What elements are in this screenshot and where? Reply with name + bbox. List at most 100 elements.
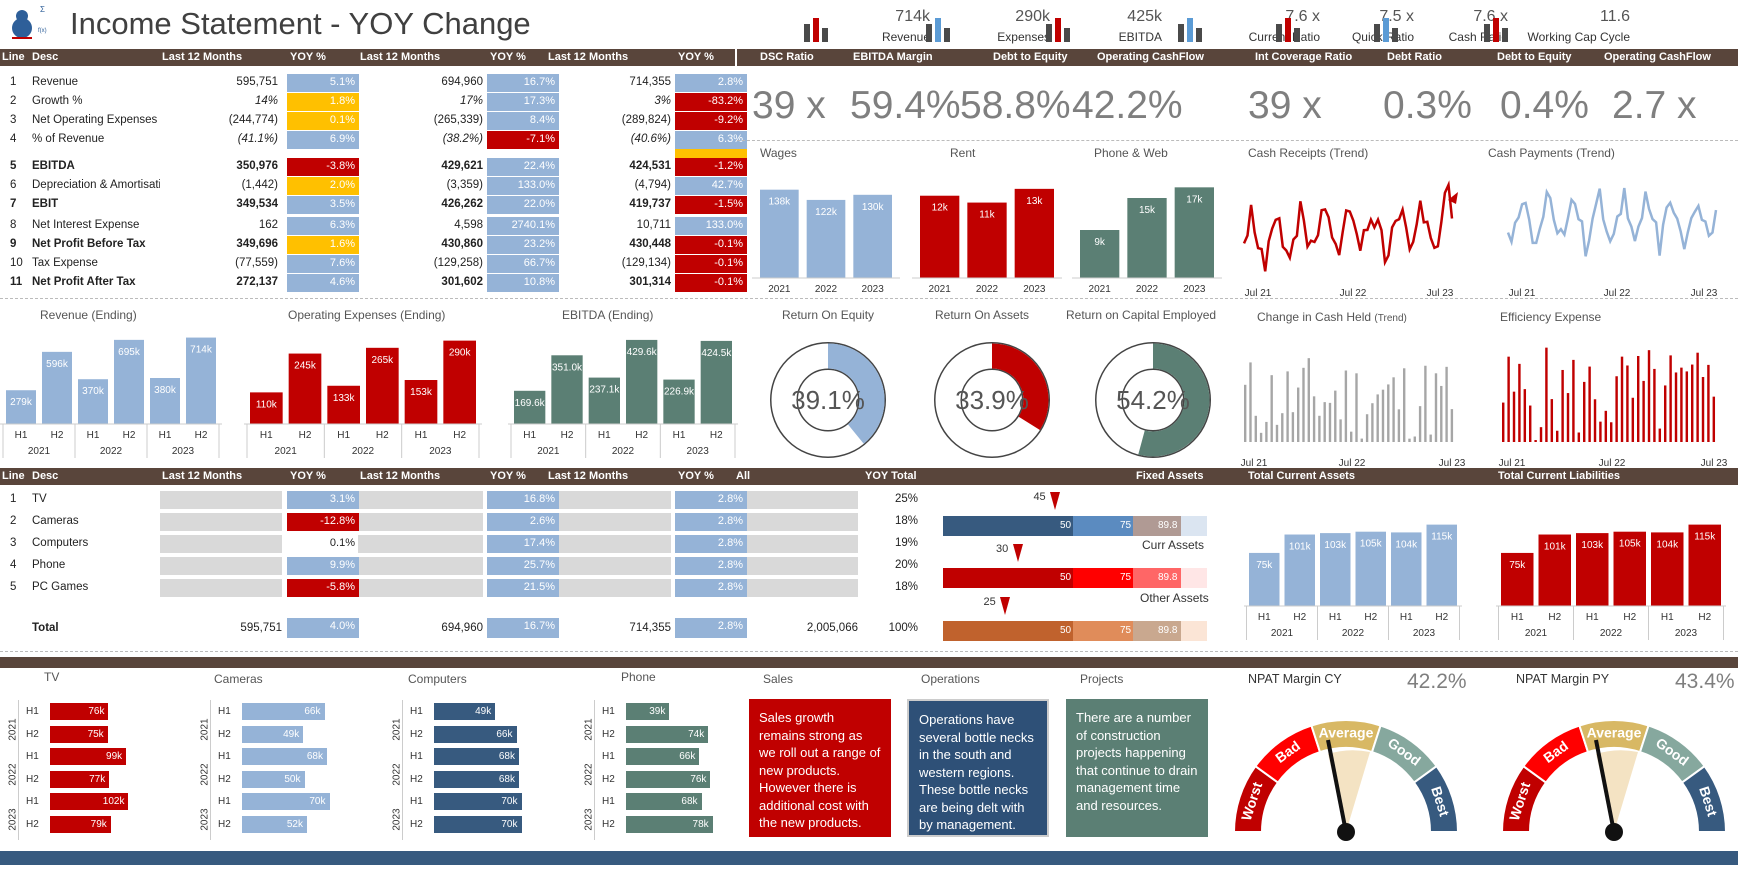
kpi-label: Current Ratio	[1248, 30, 1320, 44]
bullet-band	[1181, 621, 1207, 641]
hbar-title: Cameras	[214, 672, 263, 686]
row-value: 3%	[654, 95, 671, 107]
data-label: 237.1k	[589, 385, 620, 396]
spike-bar	[1307, 358, 1310, 442]
yoy-cell: 5.1%	[287, 74, 359, 92]
spike-bar	[1259, 432, 1263, 442]
yoy-cell: 42.7%	[675, 177, 747, 195]
bar-chart-13: 75k H1 101k H2 103k H1 105k H2 104k H1 115k H2 2021 2…	[1244, 524, 1462, 640]
donut-chart-9: 33.9%	[934, 342, 1050, 458]
row-value: (289,824)	[621, 114, 671, 126]
yoy-cell: 22.0%	[487, 196, 559, 214]
yoy-cell: 2.8%	[675, 513, 747, 531]
data-label: 77k	[89, 773, 106, 785]
kpi-label: Revenue	[881, 30, 930, 44]
hbar	[242, 793, 330, 811]
line-number: 1	[10, 493, 17, 505]
data-label: 110k	[256, 399, 278, 410]
spike-bar	[1413, 436, 1416, 442]
half-label: H1	[26, 796, 39, 808]
category-label: H2	[561, 430, 574, 441]
spike-bar	[1376, 394, 1379, 442]
bar	[853, 194, 892, 278]
group-label: 2022	[1342, 628, 1365, 639]
half-label: H2	[602, 728, 615, 740]
spike-bar	[1270, 375, 1273, 442]
spike-bar	[1685, 371, 1689, 442]
group-label: 2021	[275, 446, 298, 457]
spike-bar	[1556, 430, 1559, 442]
row-value: (38.2%)	[442, 133, 483, 145]
data-label: 66k	[496, 728, 513, 740]
bar-background	[548, 535, 671, 553]
hbar	[434, 725, 517, 743]
note-title: Projects	[1080, 672, 1124, 686]
data-label: 122k	[815, 207, 838, 218]
bar	[150, 378, 180, 424]
row-value: 595,751	[240, 622, 282, 634]
yoy-cell: -0.1%	[675, 236, 747, 254]
spike-chart-11: Jul 21 Jul 22 Jul 23	[1241, 358, 1466, 469]
hbar	[242, 816, 307, 833]
spike-bar	[1275, 424, 1279, 442]
bar	[1174, 187, 1214, 278]
row-value: (4,794)	[634, 179, 671, 191]
row-desc: Depreciation & Amortisation	[32, 179, 160, 191]
bullet-label: 89.8	[1158, 520, 1178, 531]
row-value: 714,355	[629, 622, 671, 634]
income-row: 5 EBITDA 350,976 429,621 424,531	[0, 158, 735, 176]
half-label: H1	[218, 706, 231, 717]
data-label: 70k	[501, 819, 518, 830]
data-label: 169.6k	[515, 398, 546, 409]
category-label: H1	[1258, 612, 1271, 623]
hbar	[434, 816, 522, 833]
category-label: H2	[453, 430, 466, 441]
kpi-label: Working Cap Cycle	[1527, 30, 1630, 44]
spike-bar	[1599, 421, 1602, 442]
yoy-cell: 1.8%	[287, 93, 359, 111]
line-number: 3	[10, 114, 17, 126]
scales-icon	[1172, 10, 1210, 46]
hbar-axis	[594, 700, 595, 840]
spike-bar	[1339, 419, 1342, 442]
bullet-label: 75	[1120, 625, 1132, 636]
spike-bar	[1566, 393, 1570, 442]
category-label: H1	[159, 430, 172, 441]
spike-bar	[1387, 384, 1390, 442]
data-label: 68k	[306, 751, 323, 763]
data-label: 115k	[1431, 532, 1453, 543]
yoy-cell: 6.3%	[287, 217, 359, 235]
hbar	[626, 703, 670, 720]
yoy-cell: 8.4%	[487, 112, 559, 130]
tick-label: Jul 21	[1499, 458, 1526, 469]
data-label: 101k	[1544, 542, 1567, 553]
bar	[42, 351, 72, 424]
kpi-label: Expenses	[997, 30, 1050, 44]
bar	[806, 199, 846, 278]
bullet-title: Other Assets	[1140, 591, 1209, 605]
row-value: 694,960	[441, 76, 483, 88]
bar-background	[160, 579, 282, 597]
bar-background	[160, 491, 282, 509]
bar-chart-5: 279kH1596kH2370kH1695kH2380kH1714kH22021…	[0, 337, 222, 458]
line-number: 8	[10, 219, 17, 231]
year-label: 2022	[7, 763, 19, 786]
row-value: 10,711	[636, 219, 671, 231]
bar	[443, 340, 476, 424]
spike-bar	[1707, 364, 1710, 442]
category-label: H1	[1400, 612, 1413, 623]
data-label: 105k	[1360, 539, 1383, 550]
group-label: 2023	[1413, 628, 1436, 639]
yoy-cell: 2.8%	[675, 557, 747, 575]
category-label: H1	[337, 430, 350, 441]
row-desc: Net Profit Before Tax	[32, 238, 146, 250]
row-value: (265,339)	[433, 114, 483, 126]
bullet-label: 50	[1060, 625, 1072, 636]
year-label: 2022	[583, 763, 595, 786]
hbar	[434, 748, 519, 766]
yoy-cell: 2.8%	[675, 535, 747, 553]
section-divider	[0, 657, 1738, 668]
spike-bar	[1615, 376, 1618, 442]
yoy-total: 100%	[888, 622, 918, 634]
